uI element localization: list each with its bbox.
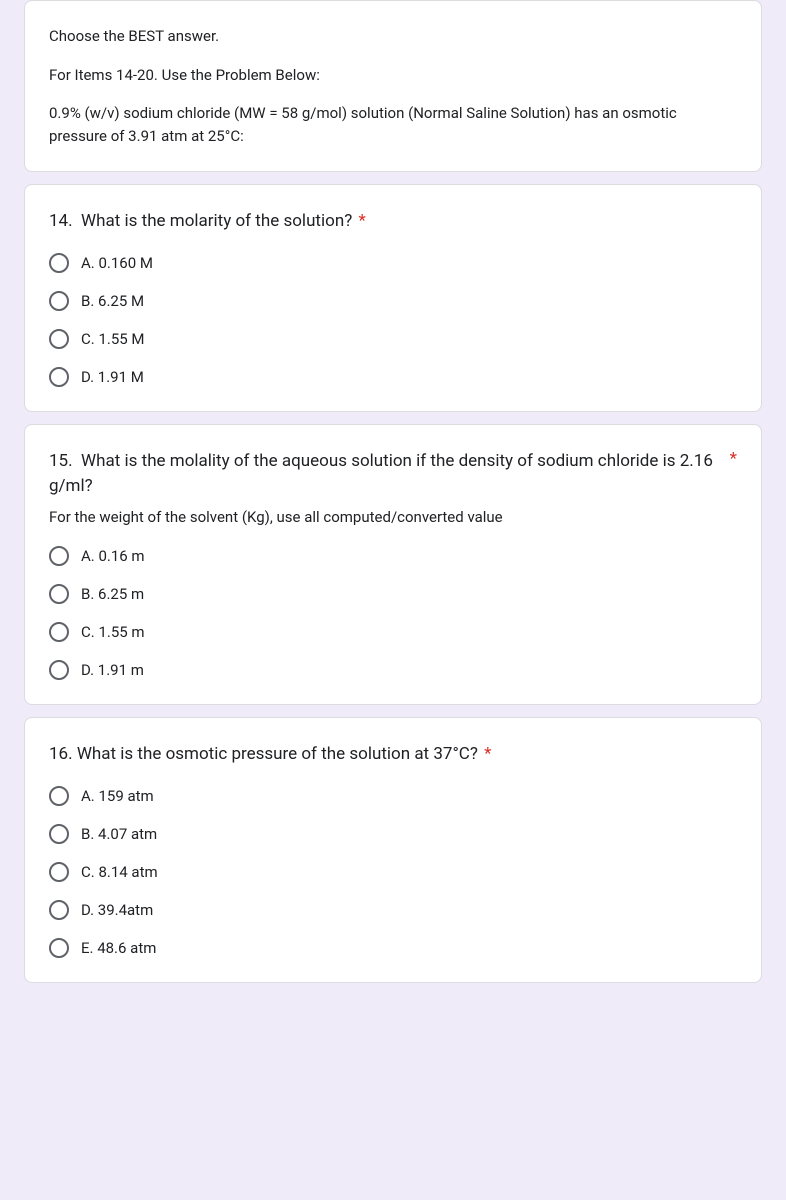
- question-text: What is the osmotic pressure of the solu…: [77, 744, 478, 764]
- option-label: B. 6.25 m: [81, 585, 144, 603]
- radio-icon: [49, 329, 69, 349]
- option-d[interactable]: D. 1.91 M: [49, 367, 737, 387]
- radio-icon: [49, 546, 69, 566]
- question-title: 16. What is the osmotic pressure of the …: [49, 742, 737, 768]
- intro-line-2: For Items 14-20. Use the Problem Below:: [49, 64, 737, 87]
- option-b[interactable]: B. 4.07 atm: [49, 824, 737, 844]
- option-label: B. 4.07 atm: [81, 825, 157, 843]
- option-d[interactable]: D. 39.4atm: [49, 900, 737, 920]
- question-card-14: 14. What is the molarity of the solution…: [24, 184, 762, 412]
- radio-icon: [49, 584, 69, 604]
- intro-line-3: 0.9% (w/v) sodium chloride (MW = 58 g/mo…: [49, 102, 737, 147]
- option-c[interactable]: C. 1.55 m: [49, 622, 737, 642]
- required-marker: *: [730, 449, 737, 469]
- question-title: 15. What is the molality of the aqueous …: [49, 449, 720, 500]
- options-group: A. 159 atm B. 4.07 atm C. 8.14 atm D. 39…: [49, 786, 737, 958]
- radio-icon: [49, 367, 69, 387]
- radio-icon: [49, 786, 69, 806]
- question-text: What is the molality of the aqueous solu…: [49, 451, 713, 497]
- option-e[interactable]: E. 48.6 atm: [49, 938, 737, 958]
- option-label: C. 1.55 M: [81, 330, 145, 348]
- question-card-16: 16. What is the osmotic pressure of the …: [24, 717, 762, 983]
- intro-line-1: Choose the BEST answer.: [49, 25, 737, 48]
- required-marker: *: [354, 211, 366, 231]
- option-b[interactable]: B. 6.25 m: [49, 584, 737, 604]
- radio-icon: [49, 900, 69, 920]
- intro-card: Choose the BEST answer. For Items 14-20.…: [24, 0, 762, 172]
- option-c[interactable]: C. 8.14 atm: [49, 862, 737, 882]
- question-subtext: For the weight of the solvent (Kg), use …: [49, 506, 737, 529]
- radio-icon: [49, 660, 69, 680]
- radio-icon: [49, 291, 69, 311]
- radio-icon: [49, 824, 69, 844]
- option-label: D. 1.91 m: [81, 661, 144, 679]
- radio-icon: [49, 253, 69, 273]
- radio-icon: [49, 862, 69, 882]
- question-number: 16.: [49, 744, 73, 764]
- options-group: A. 0.16 m B. 6.25 m C. 1.55 m D. 1.91 m: [49, 546, 737, 680]
- option-d[interactable]: D. 1.91 m: [49, 660, 737, 680]
- option-label: A. 159 atm: [81, 787, 154, 805]
- option-label: A. 0.160 M: [81, 254, 153, 272]
- question-number: 15.: [49, 451, 73, 471]
- option-label: C. 8.14 atm: [81, 863, 158, 881]
- option-label: A. 0.16 m: [81, 547, 145, 565]
- option-label: D. 39.4atm: [81, 901, 153, 919]
- option-a[interactable]: A. 0.16 m: [49, 546, 737, 566]
- option-label: D. 1.91 M: [81, 368, 144, 386]
- option-a[interactable]: A. 0.160 M: [49, 253, 737, 273]
- question-card-15: 15. What is the molality of the aqueous …: [24, 424, 762, 706]
- required-marker: *: [480, 744, 492, 764]
- option-label: C. 1.55 m: [81, 623, 145, 641]
- options-group: A. 0.160 M B. 6.25 M C. 1.55 M D. 1.91 M: [49, 253, 737, 387]
- option-label: B. 6.25 M: [81, 292, 144, 310]
- radio-icon: [49, 622, 69, 642]
- option-a[interactable]: A. 159 atm: [49, 786, 737, 806]
- radio-icon: [49, 938, 69, 958]
- question-number: 14.: [49, 211, 73, 231]
- option-b[interactable]: B. 6.25 M: [49, 291, 737, 311]
- question-text: What is the molarity of the solution?: [81, 211, 352, 231]
- option-label: E. 48.6 atm: [81, 939, 156, 957]
- question-title: 14. What is the molarity of the solution…: [49, 209, 737, 235]
- option-c[interactable]: C. 1.55 M: [49, 329, 737, 349]
